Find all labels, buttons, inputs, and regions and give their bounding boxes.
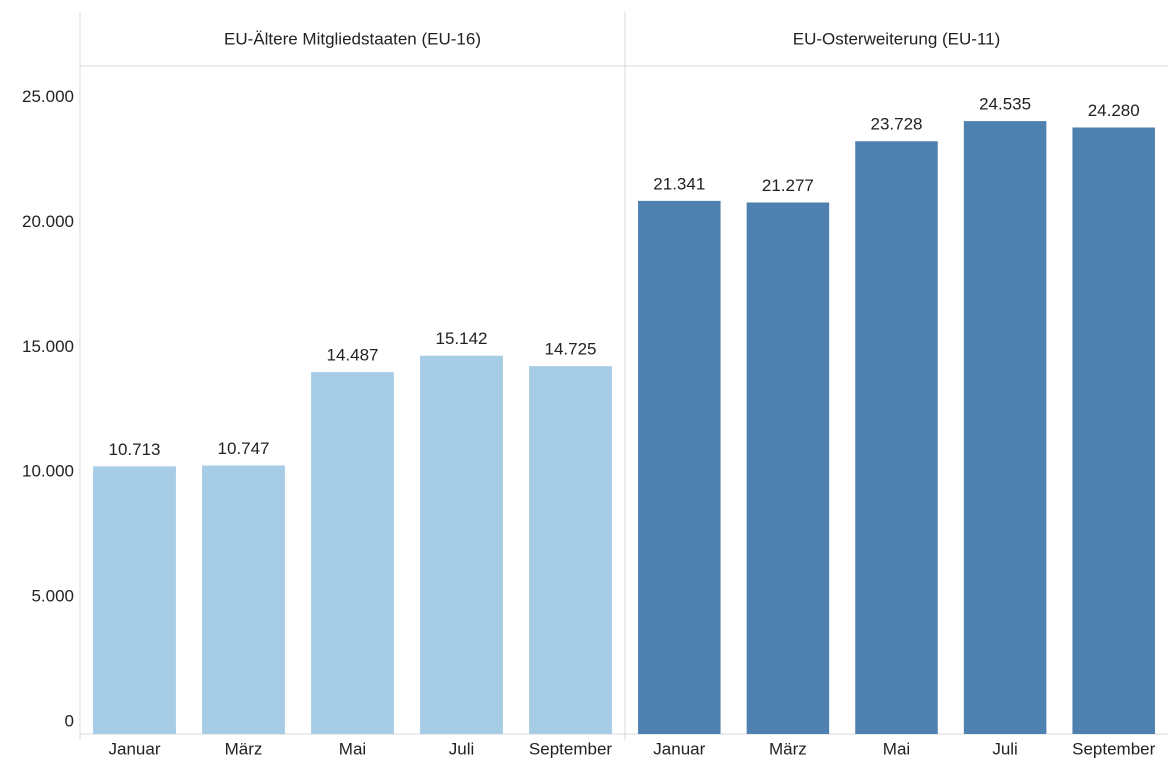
bar — [746, 202, 830, 735]
value-label: 21.341 — [653, 174, 705, 193]
x-tick-label: März — [769, 739, 807, 758]
y-tick-label: 20.000 — [22, 212, 74, 231]
value-label: 10.747 — [218, 439, 270, 458]
value-label: 21.277 — [762, 176, 814, 195]
y-tick-label: 0 — [65, 711, 74, 730]
x-tick-label: Juli — [449, 739, 475, 758]
x-tick-label: Mai — [883, 739, 910, 758]
x-tick-label: Juli — [992, 739, 1018, 758]
y-tick-label: 15.000 — [22, 337, 74, 356]
x-tick-label: März — [225, 739, 263, 758]
value-label: 15.142 — [436, 329, 488, 348]
panel-title: EU-Osterweiterung (EU-11) — [793, 29, 1001, 48]
x-tick-label: Januar — [109, 739, 161, 758]
value-label: 24.535 — [979, 95, 1031, 114]
x-tick-label: Januar — [653, 739, 705, 758]
bar — [1072, 127, 1155, 735]
x-tick-label: September — [529, 739, 612, 758]
bar — [202, 465, 285, 734]
x-tick-label: Mai — [339, 739, 366, 758]
y-tick-label: 5.000 — [31, 587, 74, 606]
bar — [311, 372, 394, 734]
value-label: 10.713 — [109, 440, 161, 459]
panel-title: EU-Ältere Mitgliedstaaten (EU-16) — [224, 29, 481, 48]
value-label: 24.280 — [1088, 101, 1140, 120]
bar — [638, 200, 721, 735]
y-tick-label: 10.000 — [22, 462, 74, 481]
value-label: 23.728 — [871, 115, 923, 134]
bar — [529, 366, 612, 734]
y-tick-label: 25.000 — [22, 87, 74, 106]
bar — [855, 141, 938, 734]
value-label: 14.725 — [545, 340, 597, 359]
x-tick-label: September — [1072, 739, 1155, 758]
bar — [93, 466, 176, 734]
bar — [420, 355, 503, 734]
value-label: 14.487 — [327, 346, 379, 365]
bar — [963, 121, 1047, 734]
